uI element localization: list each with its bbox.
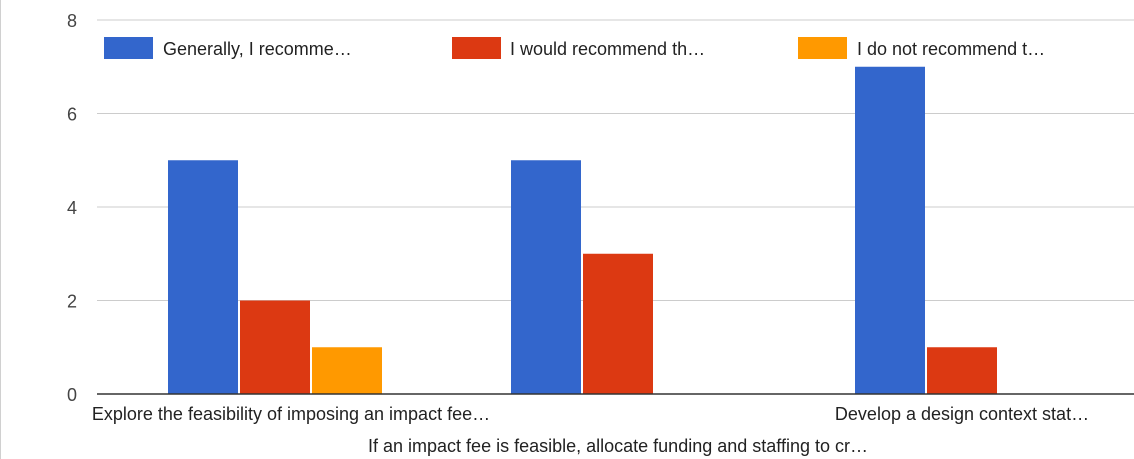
bar-1-0 <box>511 160 581 394</box>
bars <box>168 66 997 394</box>
bar-2-0 <box>855 66 925 394</box>
axes: 0 2 4 6 8 Explore the feasibility of imposing… <box>67 11 1134 456</box>
y-tick-label: 8 <box>67 11 77 31</box>
legend: Generally, I recomme… I would recommend t… <box>104 37 1045 59</box>
y-tick-label: 0 <box>67 385 77 405</box>
legend-swatch <box>452 37 501 59</box>
y-tick-label: 4 <box>67 198 77 218</box>
x-category-label: Develop a design context stat… <box>835 404 1089 424</box>
y-tick-label: 2 <box>67 292 77 312</box>
y-tick-label: 6 <box>67 105 77 125</box>
x-category-label: Explore the feasibility of imposing an i… <box>92 404 490 424</box>
x-category-label: If an impact fee is feasible, allocate f… <box>368 436 868 456</box>
bar-1-1 <box>583 253 653 394</box>
legend-label: I would recommend th… <box>510 39 705 59</box>
legend-swatch <box>798 37 847 59</box>
legend-label: Generally, I recomme… <box>163 39 352 59</box>
legend-swatch <box>104 37 153 59</box>
bar-0-1 <box>240 300 310 394</box>
bar-0-0 <box>168 160 238 394</box>
bar-2-1 <box>927 347 997 394</box>
legend-label: I do not recommend t… <box>857 39 1045 59</box>
bar-0-2 <box>312 347 382 394</box>
